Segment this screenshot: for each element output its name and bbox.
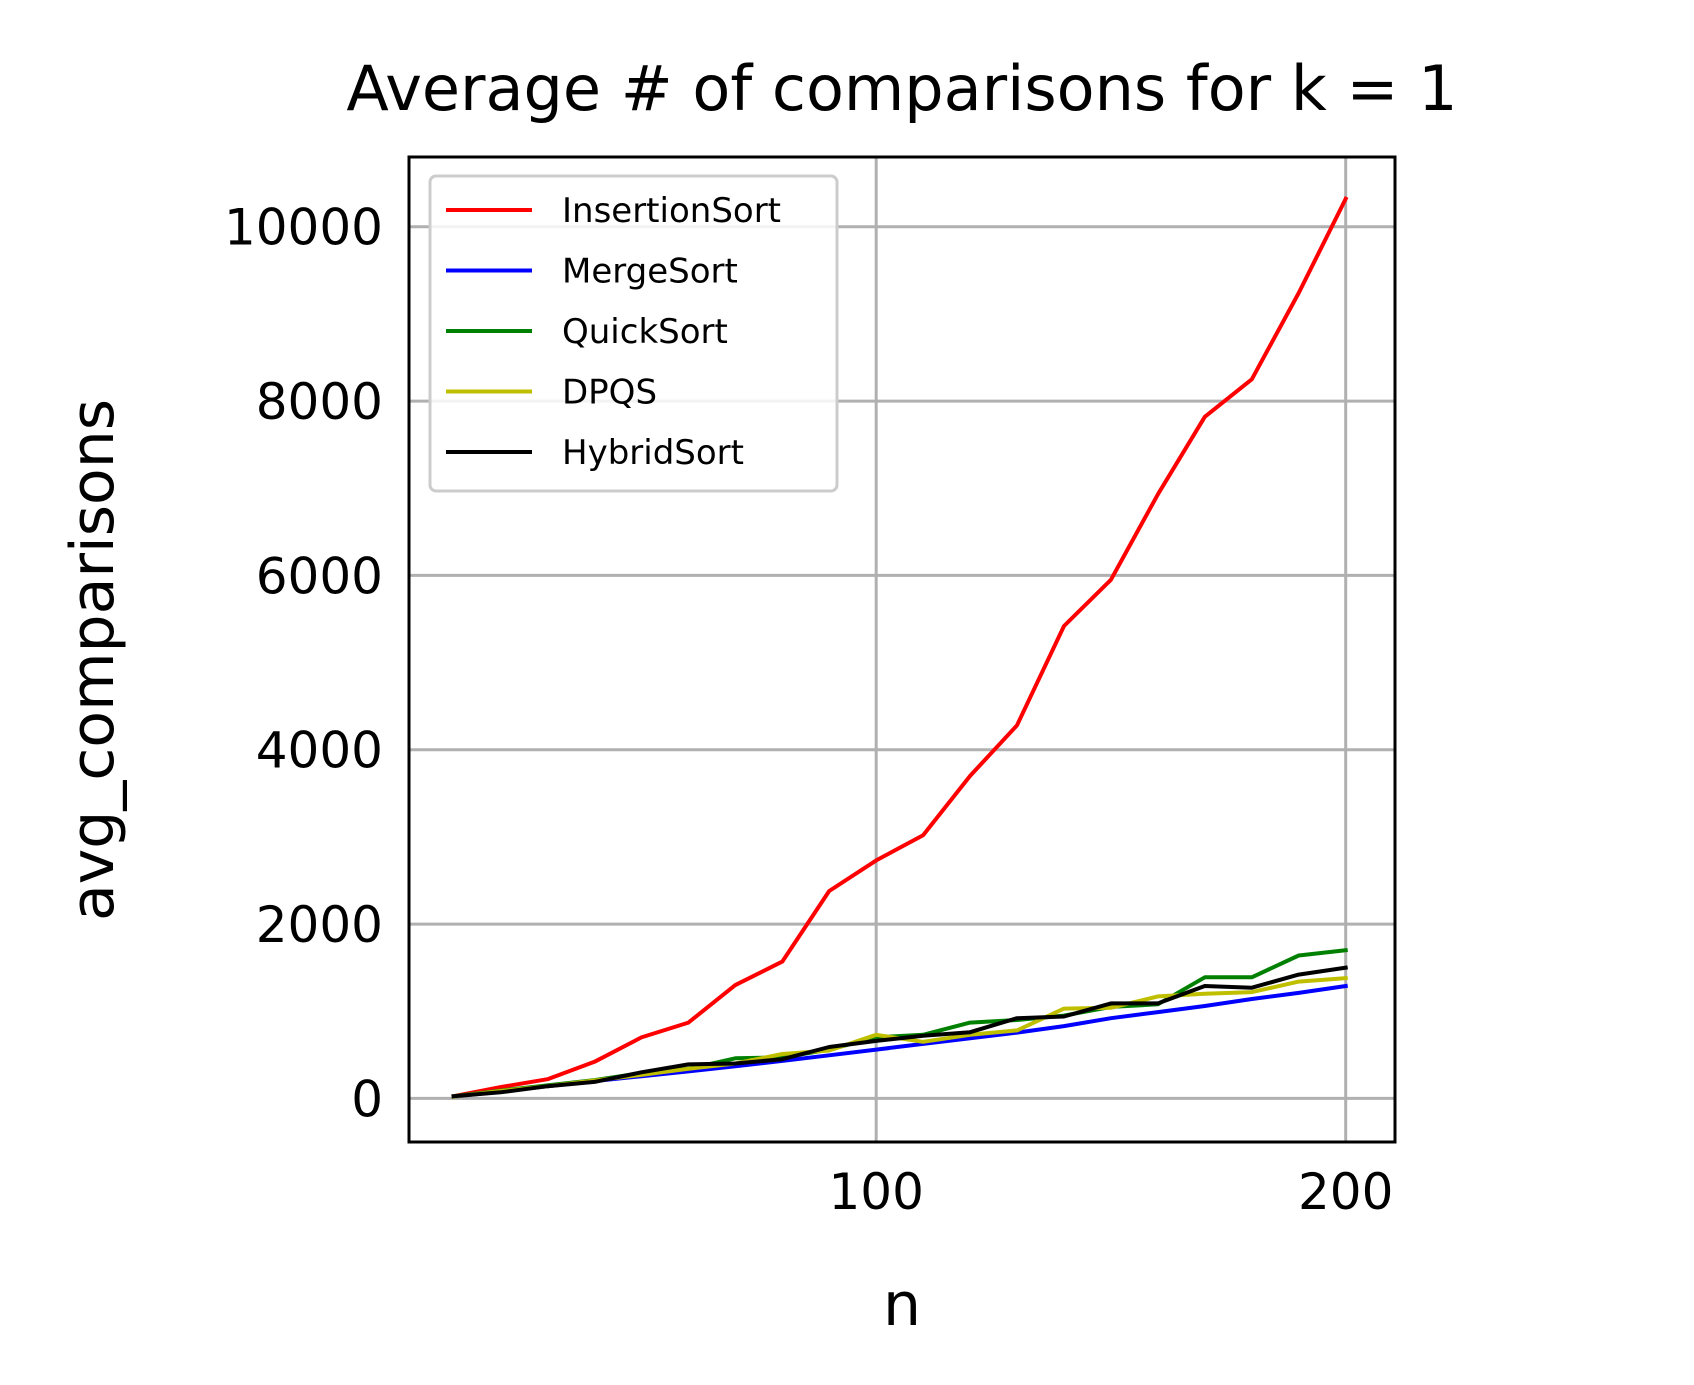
y-tick-label: 4000 [256,722,383,780]
y-tick-label: 10000 [224,199,383,257]
legend: InsertionSort MergeSort QuickSort DPQS Hybri… [428,174,839,493]
x-axis-label: n [883,1270,921,1340]
y-tick-label: 2000 [256,896,383,954]
legend-label: InsertionSort [562,191,781,231]
axis-ticks: 0 2000 4000 6000 8000 10000 100 200 [224,199,1393,1221]
legend-items: InsertionSort MergeSort QuickSort DPQS Hybri… [446,191,781,473]
y-tick-label: 8000 [256,373,383,431]
legend-label: DPQS [562,373,657,413]
series-line-quicksort [451,947,1348,1099]
x-tick-label: 200 [1298,1163,1393,1221]
series-lines [451,196,1349,1099]
y-axis-label: avg_comparisons [58,399,128,921]
legend-label: QuickSort [562,312,728,352]
y-tick-label: 6000 [256,547,383,605]
series-line-insertionsort [451,196,1349,1099]
chart-title: Average # of comparisons for k = 1 [346,52,1457,125]
x-tick-label: 100 [828,1163,923,1221]
y-tick-label: 0 [351,1070,383,1128]
legend-label: MergeSort [562,252,738,292]
series-line-hybridsort [451,965,1348,1099]
legend-label: HybridSort [562,433,744,473]
plot-frame [407,155,1397,1144]
legend-box [428,174,839,493]
